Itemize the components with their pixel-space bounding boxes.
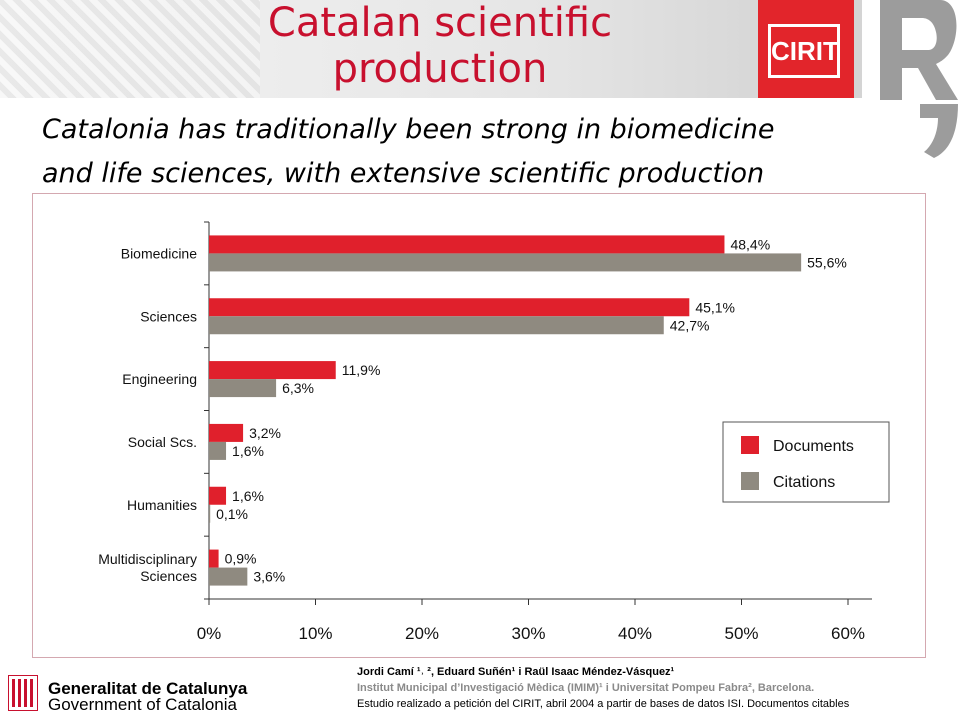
citations-bar (209, 316, 664, 335)
x-tick-label: 40% (618, 624, 652, 643)
generalitat-logo-icon (8, 675, 38, 711)
cirit-logo-text: CIRIT (768, 24, 840, 78)
x-tick-label: 30% (511, 624, 545, 643)
citations-bar (209, 504, 211, 523)
x-tick-label: 0% (197, 624, 222, 643)
documents-bar (209, 423, 244, 442)
credits-study: Estudio realizado a petición del CIRIT, … (357, 698, 850, 710)
documents-data-label: 3,2% (249, 425, 281, 441)
documents-bar (209, 549, 219, 568)
citations-data-label: 3,6% (253, 569, 285, 585)
title-line-1: Catalan scientific (267, 0, 613, 46)
citations-data-label: 42,7% (670, 317, 710, 333)
credits-authors: Jordi Camí ¹˒ ², Eduard Suñén¹ i Raül Is… (357, 666, 675, 678)
subtitle-line-2: and life sciences, with extensive scient… (42, 158, 765, 189)
org-subtitle: Government of Catalonia (48, 695, 237, 714)
x-tick-label: 50% (724, 624, 758, 643)
credits: Jordi Camí ¹˒ ², Eduard Suñén¹ i Raül Is… (357, 664, 957, 712)
subtitle-line-1: Catalonia has traditionally been strong … (42, 114, 775, 145)
coat-of-arms-decoration (0, 0, 260, 98)
r-logo-icon: R (862, 0, 960, 160)
documents-data-label: 1,6% (232, 488, 264, 504)
category-label: Humanities (127, 497, 197, 513)
legend-label: Documents (773, 438, 854, 455)
category-label: Biomedicine (121, 245, 197, 261)
citations-data-label: 0,1% (216, 506, 248, 522)
documents-bar (209, 486, 227, 505)
org-name: Generalitat de Catalunya (48, 679, 248, 698)
credits-institution: Institut Municipal d’Investigació Mèdica… (357, 682, 815, 694)
subtitle: Catalonia has traditionally been strong … (42, 108, 902, 196)
documents-data-label: 45,1% (695, 299, 735, 315)
documents-data-label: 11,9% (342, 362, 381, 378)
category-label: Social Scs. (128, 434, 197, 450)
category-label: Sciences (140, 308, 197, 324)
citations-data-label: 1,6% (232, 443, 264, 459)
category-label: Multidisciplinary Sciences (98, 551, 197, 584)
documents-data-label: 48,4% (730, 236, 770, 252)
legend-swatch (741, 472, 759, 490)
bar-chart: 0% 10% 20% 30% 40% 50% 60% Biomedicine 48,4% 55,6… (98, 221, 890, 643)
documents-bar (209, 235, 725, 254)
citations-data-label: 6,3% (282, 380, 314, 396)
citations-bar (209, 253, 802, 272)
title-line-2: production (332, 46, 548, 92)
page-title: Catalan scientific production (220, 0, 660, 92)
legend-label: Citations (773, 474, 835, 491)
documents-data-label: 0,9% (225, 551, 257, 567)
documents-bar (209, 298, 690, 317)
legend-swatch (741, 436, 759, 454)
category-label: Engineering (122, 371, 197, 387)
cirit-logo: CIRIT (758, 0, 854, 98)
documents-bar (209, 361, 336, 380)
chart-frame: 0% 10% 20% 30% 40% 50% 60% Biomedicine 48,4% 55,6… (32, 193, 926, 658)
citations-data-label: 55,6% (807, 254, 847, 270)
x-tick-label: 20% (405, 624, 439, 643)
x-tick-label: 10% (298, 624, 332, 643)
citations-bar (209, 379, 277, 398)
x-tick-label: 60% (831, 624, 865, 643)
citations-bar (209, 441, 227, 460)
citations-bar (209, 567, 248, 586)
